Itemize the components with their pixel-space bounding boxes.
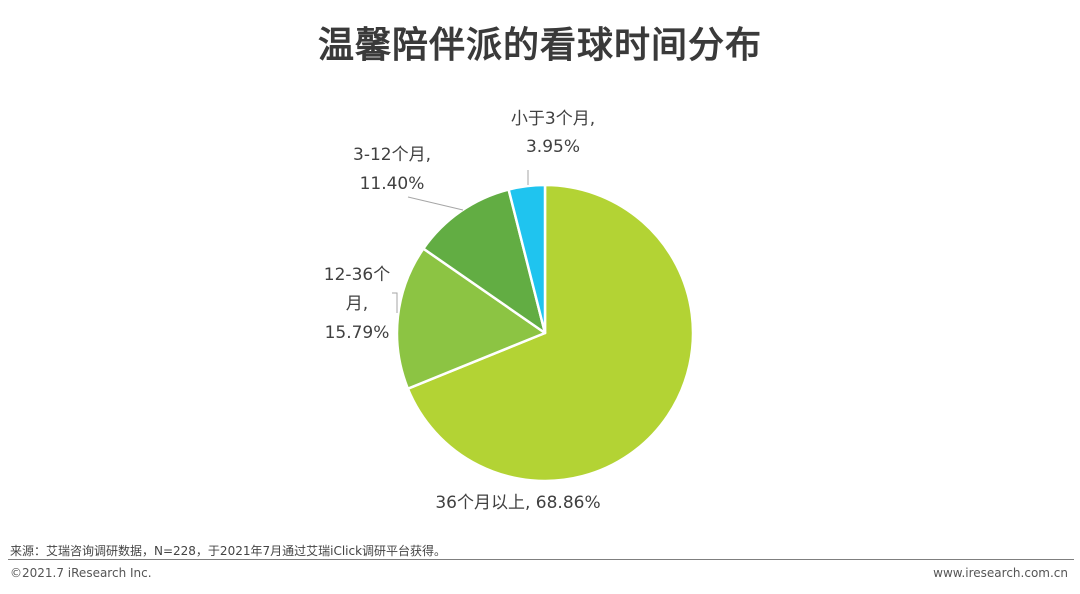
slice-label-4: 小于3个月, 3.95% xyxy=(511,109,595,157)
slice-label-3: 3-12个月, 11.40% xyxy=(353,145,431,194)
slice-label-2: 12-36个月, 15.79% xyxy=(324,265,390,343)
footer-divider xyxy=(8,559,1074,560)
pie-slice-1 xyxy=(406,183,695,483)
pie-slice-2 xyxy=(395,247,547,390)
leader-line-2 xyxy=(392,292,398,313)
pie-slice-3 xyxy=(422,188,547,335)
copyright-text: ©2021.7 iResearch Inc. xyxy=(10,566,152,580)
leader-line-3 xyxy=(407,196,464,211)
website-link[interactable]: www.iresearch.com.cn xyxy=(933,566,1068,580)
page-title: 温馨陪伴派的看球时间分布 xyxy=(317,25,762,66)
slice-label-1: 36个月以上, 68.86% xyxy=(435,493,600,513)
pie-slice-4 xyxy=(507,183,547,335)
source-note: 来源：艾瑞咨询调研数据，N=228，于2021年7月通过艾瑞iClick调研平台… xyxy=(10,544,447,558)
